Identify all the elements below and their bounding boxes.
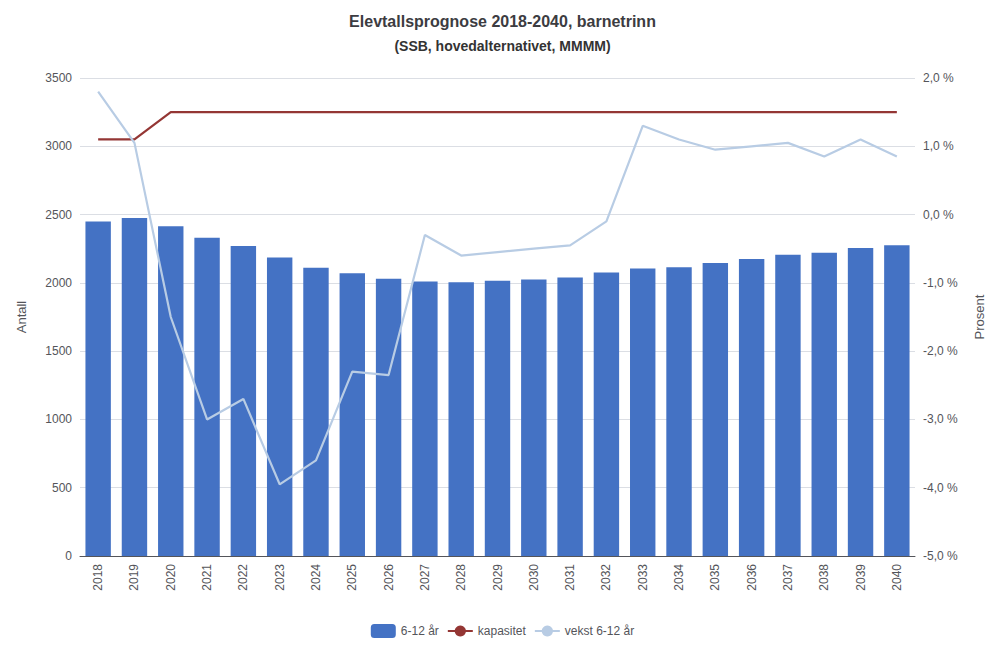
svg-text:2018: 2018	[91, 564, 105, 591]
svg-text:2029: 2029	[491, 564, 505, 591]
svg-text:2,0 %: 2,0 %	[923, 71, 954, 85]
svg-text:2500: 2500	[45, 208, 72, 222]
svg-text:2020: 2020	[164, 564, 178, 591]
svg-text:2037: 2037	[781, 564, 795, 591]
svg-text:-3,0 %: -3,0 %	[923, 412, 958, 426]
svg-text:Prosent: Prosent	[972, 294, 987, 339]
svg-text:1500: 1500	[45, 344, 72, 358]
svg-text:2035: 2035	[708, 564, 722, 591]
svg-text:2023: 2023	[273, 564, 287, 591]
svg-text:-5,0 %: -5,0 %	[923, 549, 958, 563]
svg-text:6-12 år: 6-12 år	[401, 624, 439, 638]
svg-text:2032: 2032	[599, 564, 613, 591]
svg-text:2027: 2027	[418, 564, 432, 591]
svg-text:vekst 6-12 år: vekst 6-12 år	[565, 624, 634, 638]
svg-text:2024: 2024	[309, 564, 323, 591]
svg-text:2019: 2019	[127, 564, 141, 591]
svg-text:2030: 2030	[527, 564, 541, 591]
svg-text:2038: 2038	[817, 564, 831, 591]
svg-text:0: 0	[65, 549, 72, 563]
svg-text:2028: 2028	[454, 564, 468, 591]
svg-text:500: 500	[52, 481, 72, 495]
svg-text:2036: 2036	[745, 564, 759, 591]
svg-text:1000: 1000	[45, 412, 72, 426]
svg-text:-4,0 %: -4,0 %	[923, 481, 958, 495]
svg-text:-2,0 %: -2,0 %	[923, 344, 958, 358]
svg-text:3000: 3000	[45, 139, 72, 153]
svg-text:2026: 2026	[382, 564, 396, 591]
svg-text:2021: 2021	[200, 564, 214, 591]
svg-text:2033: 2033	[636, 564, 650, 591]
svg-text:2000: 2000	[45, 276, 72, 290]
svg-text:-1,0 %: -1,0 %	[923, 276, 958, 290]
svg-text:Antall: Antall	[14, 301, 29, 334]
svg-text:2040: 2040	[890, 564, 904, 591]
svg-text:1,0 %: 1,0 %	[923, 139, 954, 153]
svg-text:2031: 2031	[563, 564, 577, 591]
svg-text:kapasitet: kapasitet	[478, 624, 527, 638]
svg-text:0,0 %: 0,0 %	[923, 208, 954, 222]
svg-text:2022: 2022	[236, 564, 250, 591]
svg-text:Elevtallsprognose 2018-2040, b: Elevtallsprognose 2018-2040, barnetrinn	[349, 13, 656, 30]
svg-text:2025: 2025	[345, 564, 359, 591]
svg-text:2034: 2034	[672, 564, 686, 591]
svg-text:(SSB, hovedalternativet, MMMM): (SSB, hovedalternativet, MMMM)	[394, 38, 610, 54]
svg-text:2039: 2039	[854, 564, 868, 591]
svg-text:3500: 3500	[45, 71, 72, 85]
